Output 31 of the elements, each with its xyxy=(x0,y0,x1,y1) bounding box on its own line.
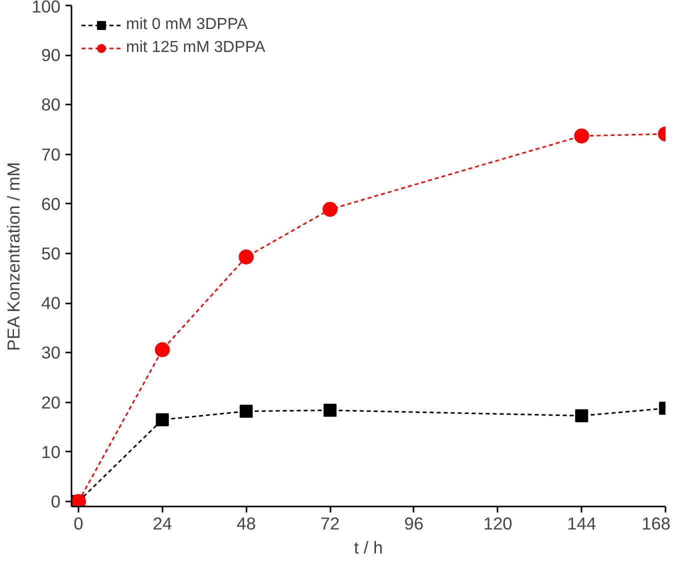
x-tick-label: 24 xyxy=(152,514,172,534)
point xyxy=(574,128,590,144)
y-tick-label: 20 xyxy=(41,392,61,412)
y-tick-label: 80 xyxy=(41,94,61,115)
x-axis-title: t / h xyxy=(354,538,383,558)
x-tick-label: 72 xyxy=(320,514,340,534)
y-tick-label: 50 xyxy=(41,244,61,264)
x-tick-label: 120 xyxy=(483,514,512,534)
y-tick-label: 0 xyxy=(50,492,61,512)
y-tick-label: 40 xyxy=(41,293,61,314)
point xyxy=(156,413,169,426)
y-tick-label: 70 xyxy=(41,144,61,164)
x-tick-label: 96 xyxy=(404,514,424,534)
x-tick-label: 144 xyxy=(567,514,596,534)
y-tick-label: 100 xyxy=(32,0,61,16)
x-tick-label: 0 xyxy=(74,514,84,534)
point xyxy=(238,250,254,264)
legend-label: mit 0 mM 3DPPA xyxy=(126,16,248,34)
point xyxy=(324,404,337,417)
point xyxy=(322,202,338,217)
y-tick-label: 90 xyxy=(41,45,61,66)
point xyxy=(575,409,588,422)
y-tick-label: 10 xyxy=(41,442,61,462)
legend-label: mit 125 mM 3DPPA xyxy=(126,39,266,57)
y-axis-title: PEA Konzentration / mM xyxy=(4,162,24,351)
point xyxy=(154,342,170,358)
x-tick-label: 168 xyxy=(642,514,671,534)
y-tick-label: 60 xyxy=(41,194,61,214)
point xyxy=(240,404,253,418)
x-tick-label: 48 xyxy=(236,514,256,534)
y-tick-label: 30 xyxy=(41,342,61,363)
